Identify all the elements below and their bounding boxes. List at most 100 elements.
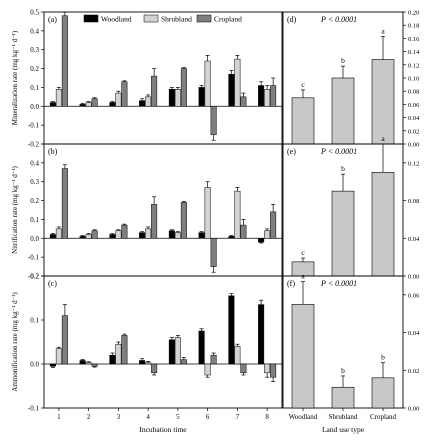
- bar-woodland-1: [49, 234, 56, 239]
- legend: Woodland Shrubland Cropland: [83, 15, 242, 24]
- x-tick-label: 8: [265, 413, 269, 421]
- bar-cropland-3: [121, 335, 128, 365]
- bar-woodland-2: [79, 104, 86, 107]
- y-tick-label: 0.00: [408, 142, 419, 149]
- y-tick-label: 0.20: [408, 10, 419, 17]
- bar-cropland-6: [210, 354, 217, 365]
- bar-shrubland-7: [234, 190, 241, 239]
- bar-woodland-6: [198, 232, 205, 239]
- y-tick-label: 0.10: [408, 76, 419, 83]
- significance-letter: c: [301, 248, 305, 257]
- y-tick-label: 0.4: [30, 159, 39, 167]
- significance-letter: b: [341, 366, 345, 375]
- significance-letter: a: [301, 272, 305, 281]
- bar-cropland-5: [180, 68, 187, 107]
- bar-woodland-6: [198, 330, 205, 365]
- bar-cropland-7: [240, 363, 247, 374]
- bar-cropland-1: [61, 315, 68, 365]
- p-value-annotation: P < 0.0001: [320, 279, 357, 288]
- bar-woodland-3: [109, 234, 116, 239]
- bar-shrubland-3: [115, 92, 122, 107]
- panel-label: (c): [48, 279, 57, 288]
- significance-letter: a: [381, 26, 385, 35]
- bar-cropland-4: [151, 363, 158, 374]
- x-axis-label: Incubation time: [139, 425, 187, 434]
- bar-woodland-7: [228, 73, 235, 107]
- y-tick-label: 0.04: [408, 330, 420, 337]
- x-tick-label: 7: [236, 413, 240, 421]
- bar-woodland-4: [139, 100, 146, 107]
- bar-woodland-5: [168, 89, 175, 107]
- x-axis-label: Land use type: [322, 425, 365, 434]
- y-tick-label: 0.02: [408, 128, 419, 135]
- bar-shrubland-8: [264, 363, 271, 374]
- bar-cropland-4: [151, 75, 158, 107]
- legend-label-woodland: Woodland: [101, 15, 132, 24]
- bar-cropland-4: [151, 204, 158, 239]
- x-tick-label: 4: [146, 413, 150, 421]
- bar-cropland-1: [61, 15, 68, 107]
- bar-cropland-1: [61, 168, 68, 239]
- bar-woodland-4: [139, 360, 146, 365]
- y-tick-label: 0.2: [30, 197, 39, 205]
- bar-shrubland-3: [115, 343, 122, 365]
- y-tick-label: 0.04: [408, 115, 420, 122]
- bar-shrubland-5: [174, 89, 181, 107]
- panel-label: (e): [287, 147, 296, 156]
- bar-cropland-2: [91, 230, 98, 239]
- bar-cropland-2: [91, 363, 98, 367]
- bar-shrubland-3: [115, 230, 122, 239]
- y-tick-label: 0.14: [408, 49, 420, 56]
- y-tick-label: -0.1: [28, 122, 40, 130]
- panel-frame: [43, 275, 283, 409]
- legend-label-shrubland: Shrubland: [161, 15, 192, 24]
- bar-shrubland-7: [234, 346, 241, 365]
- bar-cropland-8: [270, 85, 277, 107]
- bar-woodland-7: [228, 236, 235, 239]
- bar-woodland-4: [139, 232, 146, 239]
- bar-woodland-1: [49, 363, 56, 367]
- p-value-annotation: P < 0.0001: [320, 15, 357, 24]
- y-tick-label: 0.00: [408, 406, 419, 413]
- bar-shrubland: [331, 386, 355, 409]
- y-tick-label: 0.02: [408, 368, 419, 375]
- bar-cropland-3: [121, 81, 128, 107]
- y-axis-label: Mineralization rate (mg kg⁻¹ d⁻¹): [11, 30, 19, 125]
- y-tick-label: 0.12: [408, 160, 419, 167]
- bar-shrubland: [331, 190, 355, 277]
- y-tick-label: 0.08: [408, 198, 419, 205]
- bar-cropland: [371, 59, 395, 145]
- panel-label: (f): [287, 279, 295, 288]
- bar-cropland-2: [91, 98, 98, 107]
- bar-shrubland-6: [204, 363, 211, 376]
- bar-woodland-3: [109, 102, 116, 107]
- significance-letter: c: [301, 80, 305, 89]
- bar-cropland-3: [121, 224, 128, 239]
- panel-c: -0.1 0.0 0.1 0.2 (c) Ammonification rate (mg …: [11, 273, 283, 421]
- bar-shrubland-8: [264, 89, 271, 107]
- y-tick-label: 0.0: [30, 103, 39, 111]
- panel-b: -0.2 -0.1 0.0 0.1 0.2 0.3 0.4 (b) Nitrification …: [11, 143, 283, 281]
- panel-frame: [43, 11, 283, 145]
- bar-shrubland-4: [145, 96, 152, 107]
- significance-letter: a: [381, 134, 385, 143]
- y-tick-label: 0.3: [30, 178, 39, 186]
- y-tick-label: 0.06: [408, 292, 420, 299]
- bar-cropland-7: [240, 224, 247, 239]
- x-tick-label: Woodland: [289, 413, 318, 421]
- y-tick-label: 0.12: [408, 62, 419, 69]
- bar-shrubland-2: [85, 362, 92, 365]
- y-tick-label: 0.2: [30, 273, 39, 281]
- bar-shrubland: [331, 77, 355, 145]
- bar-woodland-5: [168, 230, 175, 239]
- y-tick-label: 0.1: [30, 317, 39, 325]
- bar-shrubland-5: [174, 337, 181, 365]
- bar-shrubland-6: [204, 187, 211, 239]
- panel-label: (d): [287, 15, 297, 24]
- x-tick-label: 2: [87, 413, 91, 421]
- bar-woodland: [291, 97, 315, 145]
- y-tick-label: -0.2: [28, 273, 40, 281]
- y-tick-label: 0.5: [30, 9, 39, 17]
- bar-woodland-3: [109, 354, 116, 365]
